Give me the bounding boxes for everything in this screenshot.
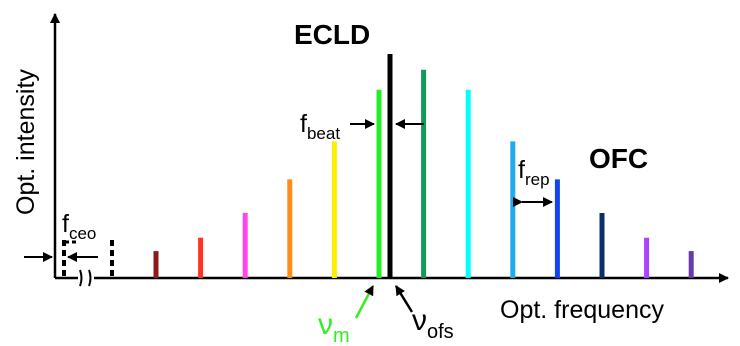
x-axis-label: Opt. frequency: [500, 296, 664, 324]
f-beat-symbol: f: [300, 110, 307, 138]
nu-ofs-symbol: ν: [412, 304, 427, 337]
comb-lines: [153, 69, 694, 278]
f-ceo-annotation: fceo: [24, 210, 114, 278]
nu-m-symbol: ν: [318, 308, 333, 341]
f-rep-symbol: f: [518, 156, 525, 184]
nu-ofs-subscript: ofs: [427, 321, 454, 343]
svg-text:fbeat: fbeat: [300, 110, 340, 143]
nu-m-subscript: m: [333, 325, 350, 346]
axis-break-icon: [78, 269, 94, 287]
f-rep-annotation: frep: [513, 156, 553, 207]
ecld-label: ECLD: [294, 19, 370, 50]
nu-ofs-arrow: [394, 285, 414, 313]
svg-text:νofs: νofs: [412, 304, 454, 343]
nu-m-annotation: νm: [318, 285, 375, 346]
svg-text:fceo: fceo: [62, 210, 96, 243]
f-beat-subscript: beat: [307, 124, 340, 143]
nu-m-arrow: [354, 285, 375, 319]
y-axis-label: Opt. intensity: [12, 69, 40, 215]
f-rep-subscript: rep: [525, 170, 550, 189]
f-beat-annotation: fbeat: [300, 110, 424, 143]
nu-ofs-annotation: νofs: [394, 285, 454, 343]
f-ceo-symbol: f: [62, 210, 69, 238]
ofc-label: OFC: [589, 143, 648, 174]
f-ceo-subscript: ceo: [69, 224, 96, 243]
svg-text:νm: νm: [318, 308, 350, 346]
svg-text:frep: frep: [518, 156, 550, 189]
